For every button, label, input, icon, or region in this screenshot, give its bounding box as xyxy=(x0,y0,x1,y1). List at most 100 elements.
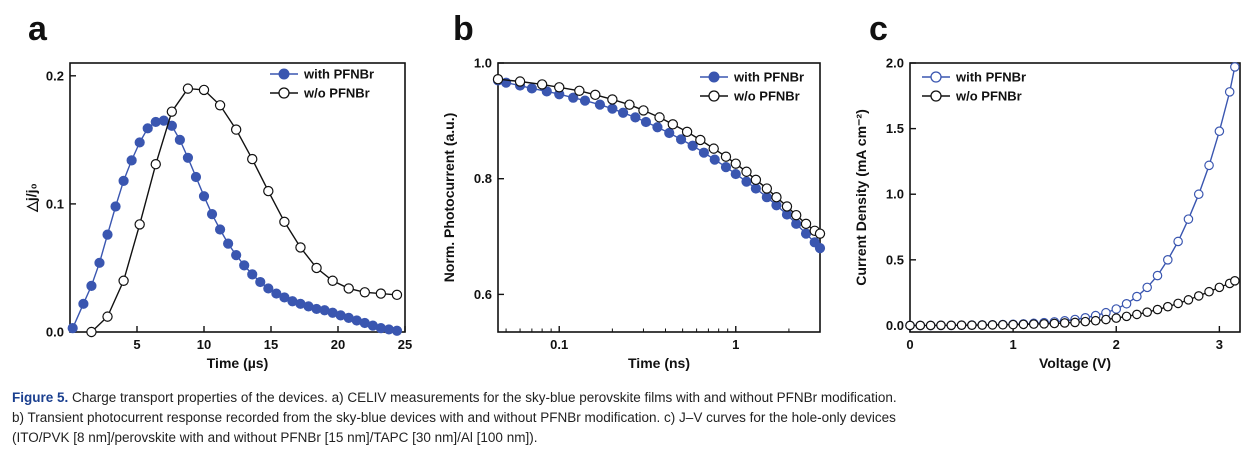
series-with-pfnbr xyxy=(67,115,403,336)
data-point xyxy=(158,115,169,126)
series-line xyxy=(72,119,398,332)
data-point xyxy=(182,83,194,94)
data-point xyxy=(198,84,210,96)
data-point xyxy=(987,320,998,330)
caption-line-3: (ITO/PVK [8 nm]/perovskite with and with… xyxy=(12,430,538,445)
data-point xyxy=(675,134,687,145)
data-point xyxy=(750,183,761,194)
data-point xyxy=(223,238,234,249)
data-point xyxy=(1121,298,1132,309)
data-point xyxy=(142,123,153,134)
data-point xyxy=(514,76,526,87)
data-point xyxy=(607,94,618,105)
x-axis-label: Time (ns) xyxy=(628,355,690,371)
legend-marker xyxy=(278,68,290,80)
panel-letter: a xyxy=(28,10,48,48)
y-axis-label: △j/j₀ xyxy=(23,183,39,213)
data-point xyxy=(541,86,552,97)
data-point xyxy=(1204,160,1214,171)
data-point xyxy=(230,124,242,135)
data-point xyxy=(1008,319,1018,330)
data-point xyxy=(134,137,145,148)
y-tick-label: 1.5 xyxy=(886,121,904,136)
data-point xyxy=(814,243,826,254)
data-point xyxy=(590,89,601,101)
data-point xyxy=(761,192,772,203)
data-point xyxy=(86,280,97,291)
legend-marker xyxy=(930,71,942,83)
data-point xyxy=(956,320,967,330)
data-point xyxy=(791,218,802,229)
data-point xyxy=(720,162,732,173)
axes-frame xyxy=(69,62,406,333)
data-point xyxy=(771,192,782,203)
data-point xyxy=(905,320,915,331)
x-tick-label: 1 xyxy=(1010,337,1017,352)
caption-label: Figure 5. xyxy=(12,390,69,405)
legend-label: with PFNBr xyxy=(733,70,804,85)
data-point xyxy=(327,275,338,286)
data-point xyxy=(1193,189,1204,200)
data-point xyxy=(1224,87,1235,97)
x-tick-label: 3 xyxy=(1216,337,1223,352)
data-point xyxy=(1132,291,1142,302)
data-point xyxy=(391,325,403,336)
data-point xyxy=(946,320,957,331)
data-point xyxy=(1111,313,1122,323)
data-point xyxy=(206,209,218,220)
series-wo-pfnbr xyxy=(905,276,1240,331)
series-wo-pfnbr xyxy=(492,73,826,239)
data-point xyxy=(695,134,706,146)
data-point xyxy=(247,153,258,165)
data-point xyxy=(967,320,977,330)
data-point xyxy=(67,323,78,334)
y-tick-label: 0.1 xyxy=(46,196,64,211)
y-tick-label: 2.0 xyxy=(886,56,904,71)
legend-marker xyxy=(708,90,720,102)
data-point xyxy=(231,250,242,261)
data-point xyxy=(239,260,250,271)
data-point xyxy=(1163,301,1173,312)
data-point xyxy=(708,143,719,154)
data-point xyxy=(295,242,306,253)
data-point xyxy=(94,257,105,268)
legend-label: with PFNBr xyxy=(303,67,374,82)
data-point xyxy=(311,262,322,274)
x-tick-label: 1 xyxy=(732,337,739,352)
data-point xyxy=(174,134,185,145)
data-point xyxy=(86,326,97,338)
data-point xyxy=(750,174,762,186)
data-point xyxy=(654,112,665,123)
data-point xyxy=(343,283,354,294)
data-point xyxy=(536,79,548,90)
data-point xyxy=(255,276,266,288)
panel-a: a 5 10 15 20 25 0.0 0.1 0.2 Time (µs) △j/j₀ with PF… xyxy=(23,10,412,371)
data-point xyxy=(126,155,137,166)
data-point xyxy=(279,216,290,228)
y-tick-label: 1.0 xyxy=(474,56,492,71)
data-point xyxy=(214,224,226,235)
data-point xyxy=(741,176,752,187)
panel-c: c 0 1 2 3 0.0 0.5 1.0 1.5 2.0 Voltage (V) Current D… xyxy=(853,10,1241,371)
data-point xyxy=(720,151,732,162)
data-point xyxy=(1152,304,1163,315)
data-point xyxy=(741,166,752,177)
data-point xyxy=(1163,255,1173,265)
data-point xyxy=(1152,270,1163,281)
data-point xyxy=(391,289,403,301)
data-point xyxy=(617,107,629,118)
legend-label: w/o PFNBr xyxy=(955,89,1022,104)
data-point xyxy=(1183,295,1194,305)
data-point xyxy=(814,228,826,239)
data-point xyxy=(915,320,926,331)
data-point xyxy=(271,288,282,299)
y-tick-label: 0.6 xyxy=(474,287,492,302)
x-axis-label: Time (µs) xyxy=(207,355,269,371)
data-point xyxy=(791,209,802,221)
caption-line-1: Charge transport properties of the devic… xyxy=(68,390,897,405)
legend: with PFNBr w/o PFNBr xyxy=(922,70,1026,104)
panel-b: b 0.1 1 0.6 0.8 1.0 Time (ns) Norm. Photocurren… xyxy=(441,10,826,371)
x-tick-label: 10 xyxy=(197,337,211,352)
legend: with PFNBr w/o PFNBr xyxy=(700,70,804,104)
data-point xyxy=(1121,311,1132,322)
